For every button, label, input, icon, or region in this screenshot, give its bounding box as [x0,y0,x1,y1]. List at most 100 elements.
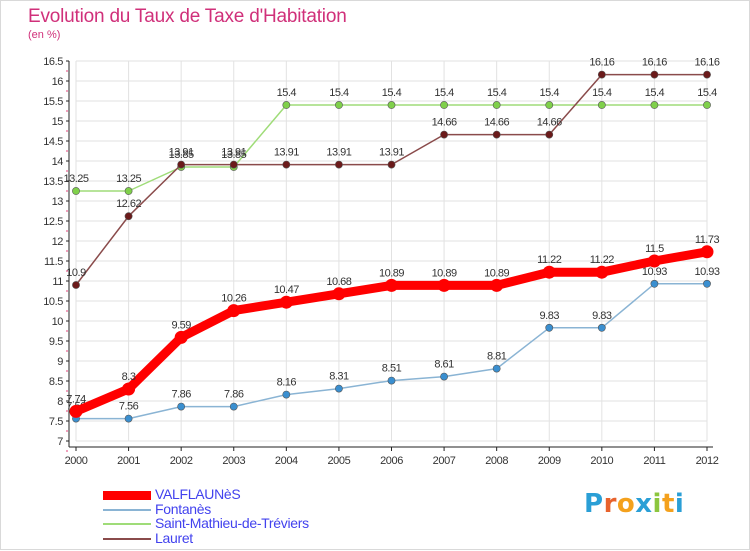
data-label: 10.89 [484,267,509,279]
y-tick-label: 8.5 [49,376,63,388]
data-point [177,402,186,411]
data-label: 10.89 [379,267,404,279]
legend-item: Lauret [103,530,363,546]
y-tick-label: 7 [57,436,63,448]
data-label: 15.4 [540,87,560,99]
data-point [597,101,606,109]
data-point [124,212,133,221]
legend-swatch [103,523,151,525]
data-label: 16.16 [694,57,719,69]
logo-letter: t [661,489,675,519]
data-label: 8.61 [434,359,454,371]
data-point [387,101,396,109]
data-point [282,390,291,399]
chart-title: Evolution du Taux de Taxe d'Habitation [28,6,347,27]
data-point [492,101,501,109]
data-label: 15.4 [592,87,612,99]
logo-letter: i [652,489,662,519]
x-tick-label: 2000 [65,455,88,467]
chart-unit-label: (en %) [28,29,61,41]
data-point [124,187,133,195]
data-point [595,265,609,279]
data-label: 14.66 [484,117,509,129]
data-label: 15.4 [277,87,297,99]
x-tick-label: 2002 [170,455,193,467]
data-label: 8.3 [122,371,136,383]
data-label: 16.16 [589,57,614,69]
data-label: 13.91 [274,147,299,159]
data-label: 10.47 [274,284,299,296]
data-point [703,279,711,288]
data-label: 7.74 [66,393,86,405]
data-label: 10.9 [66,267,86,279]
x-tick-label: 2007 [433,455,456,467]
data-point [703,101,711,109]
data-point [72,187,80,195]
data-point [440,130,448,139]
data-label: 13.85 [221,149,246,161]
data-label: 9.83 [540,310,560,322]
legend-item: VALFLAUNèS [103,486,363,502]
data-label: 8.51 [382,363,402,375]
logo-letter: i [674,489,685,519]
data-label: 13.25 [116,173,141,185]
data-label: 11.73 [695,234,720,246]
data-label: 12.62 [116,198,141,210]
data-point [387,160,396,169]
y-tick-label: 12 [52,236,64,248]
data-point [335,101,343,109]
data-point [545,101,554,109]
data-label: 14.66 [432,117,457,129]
logo-letter: P [584,489,604,519]
x-tick-label: 2004 [275,455,298,467]
y-tick-label: 10 [52,316,64,328]
x-tick-label: 2012 [696,455,719,467]
data-point [72,281,80,289]
data-point [282,101,291,109]
data-point [335,384,343,393]
legend-swatch [103,508,151,511]
data-label: 13.91 [379,147,404,159]
y-tick-label: 8 [57,396,63,408]
data-label: 15.4 [329,87,349,99]
data-label: 14.66 [537,117,562,129]
y-tick-label: 9.5 [49,336,63,348]
data-label: 9.59 [171,319,191,331]
y-tick-label: 11 [52,276,63,288]
data-point [229,402,238,411]
y-tick-label: 12.5 [43,216,63,228]
data-point [387,376,396,385]
data-point [69,404,83,418]
logo-letter: r [603,489,617,519]
data-label: 11.22 [537,254,562,266]
x-tick-label: 2011 [643,455,665,467]
y-tick-label: 7.5 [49,416,63,428]
legend-swatch [103,537,151,540]
data-point [332,287,346,301]
x-tick-label: 2008 [485,455,508,467]
data-point [174,330,188,344]
data-point [440,372,448,381]
y-tick-label: 15.5 [43,96,63,108]
data-label: 9.83 [592,310,612,322]
x-tick-label: 2003 [222,455,245,467]
proxiti-logo: Proxiti [584,489,684,519]
data-point [282,160,291,169]
data-label: 16.16 [642,57,667,69]
data-label: 8.16 [277,377,297,389]
data-point [650,70,659,79]
logo-letter: o [616,489,636,519]
data-label: 15.4 [487,87,507,99]
y-tick-label: 15 [52,116,64,128]
legend-label: Saint-Mathieu-de-Tréviers [155,515,309,531]
data-label: 13.91 [326,147,351,159]
data-label: 8.31 [329,371,349,383]
y-tick-label: 9 [57,356,63,368]
data-point [545,323,554,332]
data-point [703,70,711,79]
data-point [279,295,293,309]
data-point [490,278,504,292]
y-tick-label: 16.5 [43,56,63,68]
x-tick-label: 2005 [327,455,350,467]
